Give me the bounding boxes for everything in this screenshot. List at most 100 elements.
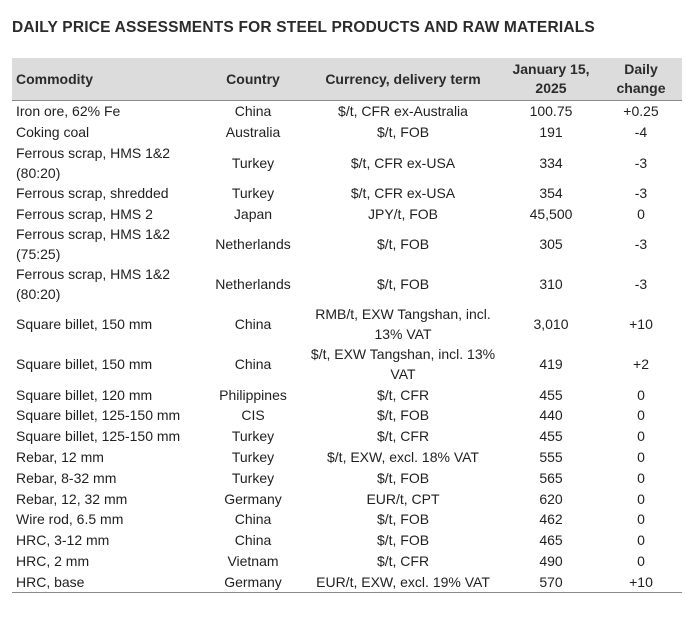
cell-price: 334 (539, 154, 563, 171)
cell-daily-change: +10 (600, 571, 682, 594)
cell-daily-change: 0 (637, 448, 645, 465)
cell-country: China (234, 511, 272, 528)
cell-commodity: Wire rod, 6.5 mm (16, 511, 124, 528)
header-price-date-line1: January 15, (512, 61, 590, 77)
cell-country: Japan (233, 205, 273, 222)
cell-country: CIS (241, 407, 265, 424)
cell-price: 490 (539, 552, 563, 569)
cell-currency-delivery-term: $/t, CFR ex-USA (350, 154, 456, 171)
page-title: DAILY PRICE ASSESSMENTS FOR STEEL PRODUC… (12, 19, 595, 36)
cell-country: Netherlands (215, 236, 291, 253)
cell-daily-change: 0 (637, 205, 645, 222)
cell-price: 45,500 (529, 205, 573, 222)
cell-commodity: Iron ore, 62% Fe (16, 103, 121, 120)
table-row: Square billet, 125-150 mm Turkey $/t, CFR 4… (12, 426, 682, 447)
cell-daily-change: 0 (637, 428, 645, 445)
cell-daily-change: -3 (634, 154, 648, 171)
cell-currency-delivery-term: $/t, EXW Tangshan, incl. 13% VAT (310, 346, 496, 383)
cell-commodity: Ferrous scrap, HMS 1&2 (80:20) (16, 144, 171, 181)
header-currency-delivery-term: Currency, delivery term (304, 58, 502, 101)
table-row: Coking coal Australia $/t, FOB 191 -4 (12, 122, 682, 143)
cell-price: 100.75 (529, 103, 573, 120)
cell-country: Turkey (231, 448, 275, 465)
table-row: Iron ore, 62% Fe China $/t, CFR ex-Austral… (12, 101, 682, 122)
cell-commodity: Square billet, 125-150 mm (16, 407, 181, 424)
cell-country: Turkey (231, 428, 275, 445)
cell-currency-delivery-term: EUR/t, CPT (366, 490, 440, 507)
cell-commodity: Rebar, 12 mm (16, 448, 104, 465)
cell-commodity: Square billet, 125-150 mm (16, 428, 181, 445)
cell-currency-delivery-term: $/t, EXW, excl. 18% VAT (327, 448, 479, 465)
table-row: Wire rod, 6.5 mm China $/t, FOB 462 0 (12, 509, 682, 530)
header-daily-change: Daily change (600, 58, 682, 101)
price-table: Commodity Country Currency, delivery ter… (12, 58, 682, 594)
cell-commodity: Ferrous scrap, shredded (16, 184, 169, 201)
cell-country: China (234, 316, 272, 333)
cell-price: 310 (539, 276, 563, 293)
cell-daily-change: +2 (633, 356, 649, 373)
table-row: Ferrous scrap, HMS 1&2 (80:20) Netherland… (12, 264, 682, 304)
cell-price: 565 (539, 469, 563, 486)
cell-currency-delivery-term: $/t, FOB (376, 407, 430, 424)
cell-currency-delivery-term: RMB/t, EXW Tangshan, incl. 13% VAT (315, 306, 491, 343)
header-commodity: Commodity (12, 58, 202, 101)
cell-price: 555 (539, 448, 563, 465)
header-country: Country (202, 58, 304, 101)
table-header: Commodity Country Currency, delivery ter… (12, 58, 682, 101)
cell-commodity: Rebar, 12, 32 mm (16, 490, 128, 507)
cell-currency-delivery-term: $/t, CFR (376, 552, 430, 569)
table-row: Ferrous scrap, HMS 1&2 (80:20) Turkey $/t,… (12, 143, 682, 183)
cell-country: China (234, 356, 272, 373)
cell-country: Australia (225, 124, 281, 141)
cell-currency-delivery-term: $/t, FOB (376, 511, 430, 528)
cell-commodity: Square billet, 150 mm (16, 316, 153, 333)
cell-daily-change: 0 (637, 469, 645, 486)
table-row: HRC, 2 mm Vietnam $/t, CFR 490 0 (12, 551, 682, 572)
cell-currency-delivery-term: $/t, FOB (376, 236, 430, 253)
cell-country: Netherlands (215, 276, 291, 293)
cell-daily-change: 0 (637, 386, 645, 403)
cell-price: 570 (502, 571, 600, 594)
cell-commodity: HRC, 3-12 mm (16, 532, 110, 549)
cell-currency-delivery-term: $/t, FOB (376, 276, 430, 293)
cell-currency-delivery-term: $/t, CFR ex-USA (350, 184, 456, 201)
table-row: Rebar, 8-32 mm Turkey $/t, FOB 565 0 (12, 467, 682, 488)
cell-daily-change: -3 (634, 236, 648, 253)
cell-country: China (234, 103, 272, 120)
cell-currency-delivery-term: $/t, FOB (376, 124, 430, 141)
cell-currency-delivery-term: $/t, CFR ex-Australia (338, 103, 468, 120)
cell-commodity: Ferrous scrap, HMS 2 (16, 205, 153, 222)
cell-daily-change: -3 (634, 276, 648, 293)
cell-country: Germany (202, 571, 304, 594)
table-row: Square billet, 120 mm Philippines $/t, CFR… (12, 384, 682, 405)
cell-country: Turkey (231, 184, 275, 201)
cell-daily-change: +0.25 (623, 103, 659, 120)
table-row: Ferrous scrap, shredded Turkey $/t, CFR ex… (12, 183, 682, 204)
header-price-date-line2: 2025 (535, 80, 567, 96)
cell-currency-delivery-term: $/t, CFR (376, 428, 430, 445)
cell-price: 462 (539, 511, 563, 528)
cell-price: 3,010 (533, 316, 569, 333)
header-price-date: January 15, 2025 (502, 58, 600, 101)
cell-commodity: Coking coal (16, 124, 90, 141)
cell-price: 440 (539, 407, 563, 424)
cell-currency-delivery-term: $/t, CFR (376, 386, 430, 403)
table-row: Ferrous scrap, HMS 1&2 (75:25) Netherland… (12, 224, 682, 264)
cell-commodity: Ferrous scrap, HMS 1&2 (75:25) (16, 226, 171, 263)
cell-price: 419 (539, 356, 563, 373)
cell-daily-change: 0 (637, 532, 645, 549)
table-row: Rebar, 12 mm Turkey $/t, EXW, excl. 18% VA… (12, 447, 682, 468)
cell-currency-delivery-term: JPY/t, FOB (367, 205, 438, 222)
cell-commodity: Square billet, 120 mm (16, 386, 153, 403)
table-row: HRC, 3-12 mm China $/t, FOB 465 0 (12, 530, 682, 551)
cell-daily-change: 0 (637, 490, 645, 507)
cell-country: Turkey (231, 469, 275, 486)
cell-commodity: Square billet, 150 mm (16, 356, 153, 373)
cell-daily-change: +10 (629, 316, 653, 333)
cell-price: 191 (539, 124, 563, 141)
cell-daily-change: -3 (634, 184, 648, 201)
table-row: Square billet, 150 mm China RMB/t, EXW Tan… (12, 304, 682, 344)
cell-commodity: Ferrous scrap, HMS 1&2 (80:20) (16, 266, 171, 303)
table-row: Square billet, 125-150 mm CIS $/t, FOB 440 0 (12, 405, 682, 426)
table-row: Rebar, 12, 32 mm Germany EUR/t, CPT 620 0 (12, 488, 682, 509)
